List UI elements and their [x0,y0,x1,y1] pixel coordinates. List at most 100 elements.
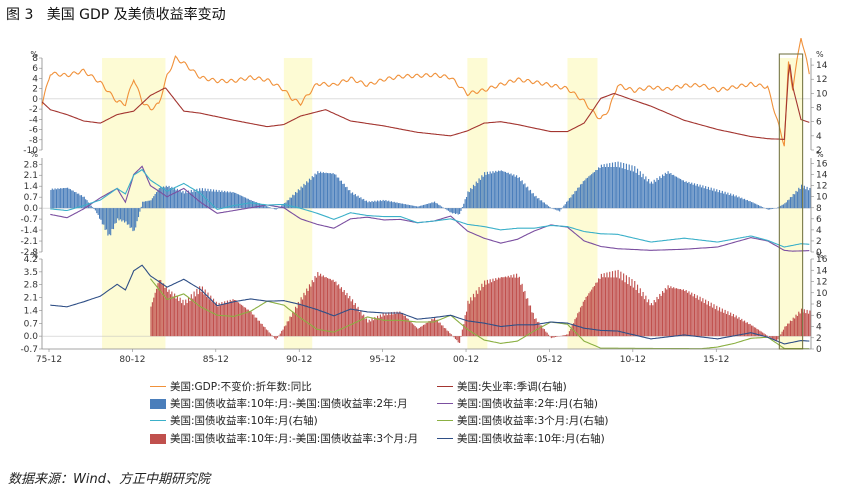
bar [356,196,358,209]
bar [602,166,604,209]
bar [470,188,472,209]
bar [604,167,607,209]
bar [264,327,266,337]
bar [795,190,797,209]
bar [304,185,306,209]
bar [621,168,623,209]
bar [514,277,516,337]
bar [687,292,689,337]
bar [716,305,718,337]
bar [739,319,741,337]
bar [663,292,665,337]
bar [800,308,803,337]
bar [657,299,659,337]
bar [153,297,155,337]
bar [297,189,299,209]
bar [94,208,96,211]
bar [614,270,616,337]
bar [703,188,705,209]
bar [434,201,436,209]
bar [509,174,511,209]
bar [107,208,109,236]
bar [383,315,386,337]
bar [402,312,404,337]
bar [509,277,511,337]
bar [272,336,274,337]
bar [584,180,586,209]
bar [111,208,113,229]
figure-title: 图 3 美国 GDP 及美债收益率变动 [6,7,226,23]
bar [410,205,412,209]
bar [247,309,249,337]
y-unit-right: % [816,50,824,59]
bar [623,273,625,337]
bar [160,279,162,337]
bar [659,176,661,209]
bar [653,299,655,337]
bar [340,180,343,209]
bar [411,205,413,209]
bar [219,305,222,337]
bar [211,301,213,337]
bar [431,202,433,209]
bar [135,208,137,228]
bar [668,287,671,337]
legend-item: 美国:国债收益率:10年:月(右轴) [437,431,605,446]
bar [251,314,254,337]
bar [789,320,792,337]
bar [577,313,579,337]
bar [453,208,455,213]
bar [374,317,376,337]
bar [769,336,771,338]
bar [788,323,790,337]
legend-item: 美国:国债收益率:2年:月(右轴) [437,396,598,411]
bar [406,318,408,337]
bar [511,175,513,209]
bar [307,290,309,337]
x-tick-label: 75-12 [36,355,62,365]
bar [618,278,621,337]
bar [581,183,583,209]
bar [766,208,768,210]
bar [485,174,487,209]
y-tick-label-left: 8 [32,54,38,64]
bar [748,324,750,337]
bar [228,192,230,209]
bar [489,171,491,209]
bar [603,164,605,209]
y-tick-label-left: -4 [29,115,38,125]
bar [229,299,231,337]
bar [606,272,608,337]
bar [160,187,162,209]
bar [753,203,755,209]
bar [438,204,440,209]
bar [495,170,497,209]
bar [547,334,550,337]
legend-swatch-line [150,386,166,387]
bar [290,197,292,209]
bar [773,208,775,209]
bar [288,321,290,337]
bar [517,177,519,209]
bar [158,188,160,209]
bar [610,167,612,209]
bar [556,336,558,337]
bar [392,314,394,337]
bar [718,307,721,337]
bar [278,207,280,209]
legend-item: 美国:GDP:不变价:折年数:同比 [150,379,312,394]
bar [354,303,356,337]
y-tick-label-left: 1.4 [24,182,39,192]
x-tick-label: 85-12 [203,355,229,365]
bar [167,291,169,337]
bar [283,203,286,209]
bar [468,303,470,337]
bar [174,187,176,209]
bar [452,208,454,214]
bar [589,175,591,209]
bar [386,315,388,337]
bar [342,291,344,337]
bar [345,187,347,209]
bar [282,204,284,209]
bar [432,202,434,209]
